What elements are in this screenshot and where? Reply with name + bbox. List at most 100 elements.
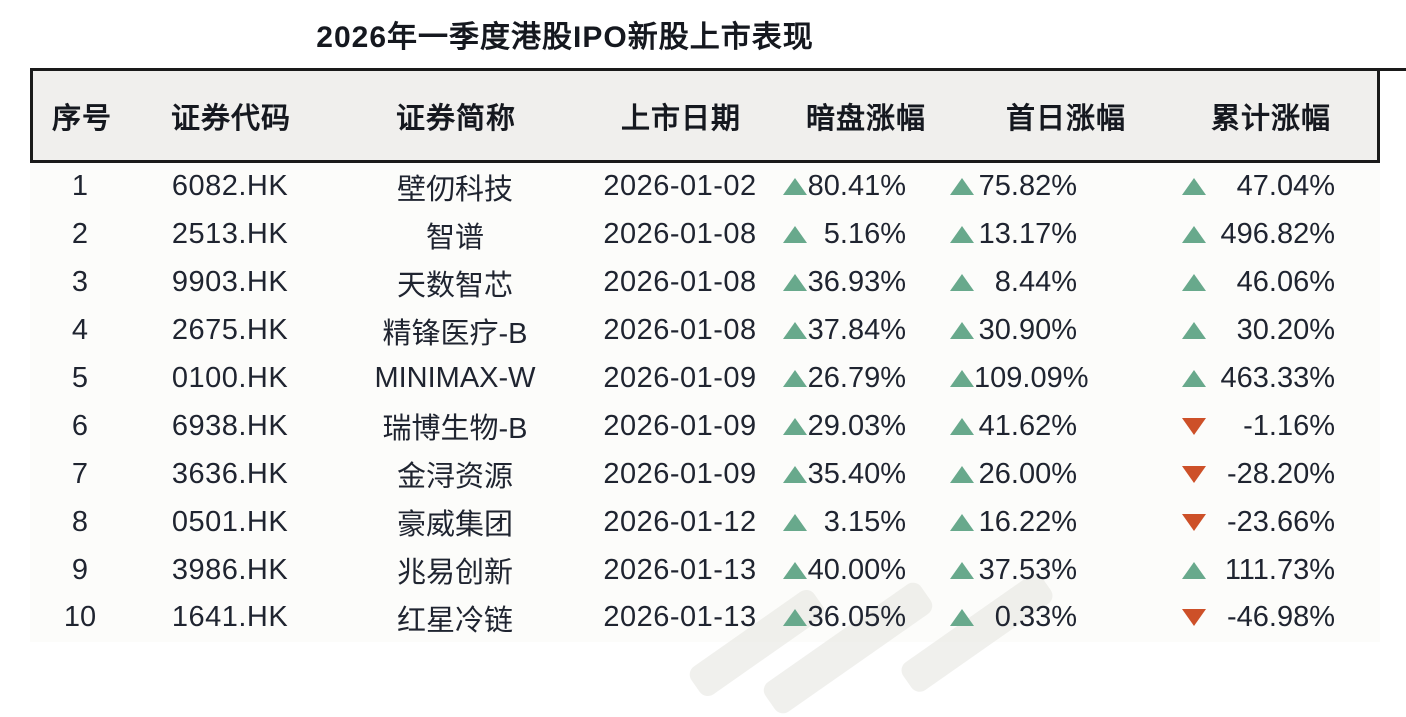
column-header-grey-market-gain: 暗盘涨幅	[805, 102, 926, 135]
change-value: -23.66%	[1226, 505, 1335, 538]
change-value: 111.73%	[1224, 553, 1335, 586]
row-number-cell: 10	[63, 601, 97, 634]
up-triangle-icon	[783, 465, 807, 483]
table-rows: 1 6082.HK 壁仞科技 2026-01-02 80.41% 75.82% 47.04%…	[30, 163, 1380, 642]
grey-market-change-cell: 26.79%	[780, 362, 920, 395]
down-triangle-icon	[1182, 417, 1206, 435]
change-value: 75.82%	[978, 170, 1077, 203]
table-row: 10 1641.HK 红星冷链 2026-01-13 36.05% 0.33% -46.98…	[30, 594, 1380, 642]
change-value: 40.00%	[807, 553, 906, 586]
first-day-change-cell: 30.90%	[950, 314, 1085, 347]
table-body: 1 6082.HK 壁仞科技 2026-01-02 80.41% 75.82% 47.04%…	[30, 163, 1380, 717]
stock-name-cell: 红星冷链	[396, 604, 513, 637]
up-triangle-icon	[950, 178, 974, 196]
up-triangle-icon	[783, 322, 807, 340]
table-row: 2 2513.HK 智谱 2026-01-08 5.16% 13.17% 496.82%	[30, 211, 1380, 259]
change-value: 463.33%	[1220, 362, 1336, 394]
listing-date-cell: 2026-01-12	[603, 505, 757, 538]
stock-code-cell: 0100.HK	[171, 362, 289, 394]
change-value: 30.20%	[1236, 314, 1335, 347]
grey-market-change-cell: 36.93%	[780, 266, 920, 299]
first-day-change-cell: 0.33%	[950, 601, 1085, 634]
change-value: 41.62%	[978, 409, 1077, 442]
cumulative-change-cell: -1.16%	[1180, 410, 1345, 443]
change-value: 36.05%	[807, 601, 906, 634]
row-number-cell: 5	[71, 362, 89, 394]
listing-date-cell: 2026-01-08	[603, 266, 757, 299]
listing-date-cell: 2026-01-02	[603, 170, 757, 203]
row-number-cell: 6	[71, 409, 89, 442]
stock-name-cell: 瑞博生物-B	[382, 413, 528, 446]
up-triangle-icon	[950, 370, 974, 387]
grey-market-change-cell: 37.84%	[780, 314, 920, 347]
change-value: 5.16%	[823, 218, 906, 251]
up-triangle-icon	[1182, 178, 1206, 196]
grey-market-change-cell: 80.41%	[780, 170, 920, 203]
up-triangle-icon	[783, 417, 807, 435]
up-triangle-icon	[1182, 561, 1206, 579]
cumulative-change-cell: -28.20%	[1180, 458, 1345, 491]
first-day-change-cell: 75.82%	[950, 170, 1085, 203]
stock-code-cell: 3636.HK	[171, 457, 289, 490]
listing-date-cell: 2026-01-08	[603, 314, 757, 347]
grey-market-change-cell: 3.15%	[780, 506, 920, 539]
listing-date-cell: 2026-01-13	[603, 601, 757, 634]
stock-name-cell: 天数智芯	[396, 269, 513, 302]
change-value: 3.15%	[823, 505, 906, 538]
row-number-cell: 8	[71, 505, 89, 538]
stock-code-cell: 6082.HK	[171, 170, 289, 203]
grey-market-change-cell: 5.16%	[780, 218, 920, 251]
change-value: 29.03%	[807, 409, 906, 442]
row-number-cell: 4	[71, 314, 89, 347]
table-row: 7 3636.HK 金浔资源 2026-01-09 35.40% 26.00% -28.20…	[30, 450, 1380, 498]
column-header-stock-name: 证券简称	[395, 102, 516, 135]
change-value: 496.82%	[1220, 218, 1336, 251]
up-triangle-icon	[1182, 322, 1206, 340]
cumulative-change-cell: 30.20%	[1180, 314, 1345, 347]
stock-code-cell: 9903.HK	[171, 266, 289, 299]
up-triangle-icon	[950, 226, 974, 244]
up-triangle-icon	[1182, 370, 1206, 387]
grey-market-change-cell: 29.03%	[780, 410, 920, 443]
listing-date-cell: 2026-01-13	[603, 553, 757, 586]
stock-name-cell: 精锋医疗-B	[382, 317, 528, 350]
stock-code-cell: 2513.HK	[171, 218, 289, 251]
table-row: 3 9903.HK 天数智芯 2026-01-08 36.93% 8.44% 46.06%	[30, 259, 1380, 307]
table-row: 6 6938.HK 瑞博生物-B 2026-01-09 29.03% 41.62% -1.1…	[30, 402, 1380, 450]
stock-name-cell: MINIMAX-W	[374, 362, 536, 394]
first-day-change-cell: 16.22%	[950, 506, 1085, 539]
row-number-cell: 7	[71, 457, 89, 490]
cumulative-change-cell: -23.66%	[1180, 506, 1345, 539]
change-value: -46.98%	[1226, 601, 1335, 634]
grey-market-change-cell: 36.05%	[780, 601, 920, 634]
change-value: 16.22%	[978, 505, 1077, 538]
change-value: 13.17%	[978, 218, 1077, 251]
cumulative-change-cell: -46.98%	[1180, 601, 1345, 634]
table-row: 1 6082.HK 壁仞科技 2026-01-02 80.41% 75.82% 47.04%	[30, 163, 1380, 211]
listing-date-cell: 2026-01-09	[603, 362, 757, 394]
table-header-row: 序号 证券代码 证券简称 上市日期 暗盘涨幅 首日涨幅 累计涨幅	[30, 68, 1380, 163]
first-day-change-cell: 37.53%	[950, 554, 1085, 587]
row-number-cell: 3	[71, 266, 89, 299]
cumulative-change-cell: 496.82%	[1180, 218, 1345, 251]
column-header-cumulative-gain: 累计涨幅	[1210, 102, 1331, 135]
up-triangle-icon	[783, 370, 807, 387]
down-triangle-icon	[1182, 513, 1206, 531]
change-value: -1.16%	[1243, 409, 1335, 442]
stock-name-cell: 豪威集团	[396, 509, 513, 542]
change-value: -28.20%	[1226, 457, 1335, 490]
up-triangle-icon	[1182, 274, 1206, 292]
cumulative-change-cell: 46.06%	[1180, 266, 1345, 299]
up-triangle-icon	[950, 465, 974, 483]
first-day-change-cell: 8.44%	[950, 266, 1085, 299]
table-row: 8 0501.HK 豪威集团 2026-01-12 3.15% 16.22% -23.66%	[30, 498, 1380, 546]
table-row: 4 2675.HK 精锋医疗-B 2026-01-08 37.84% 30.90% 30.2…	[30, 307, 1380, 355]
stock-code-cell: 0501.HK	[171, 505, 289, 538]
up-triangle-icon	[950, 609, 974, 627]
change-value: 47.04%	[1236, 170, 1335, 203]
change-value: 80.41%	[807, 170, 906, 203]
up-triangle-icon	[783, 513, 807, 531]
up-triangle-icon	[783, 274, 807, 292]
down-triangle-icon	[1182, 609, 1206, 627]
change-value: 46.06%	[1236, 266, 1335, 299]
